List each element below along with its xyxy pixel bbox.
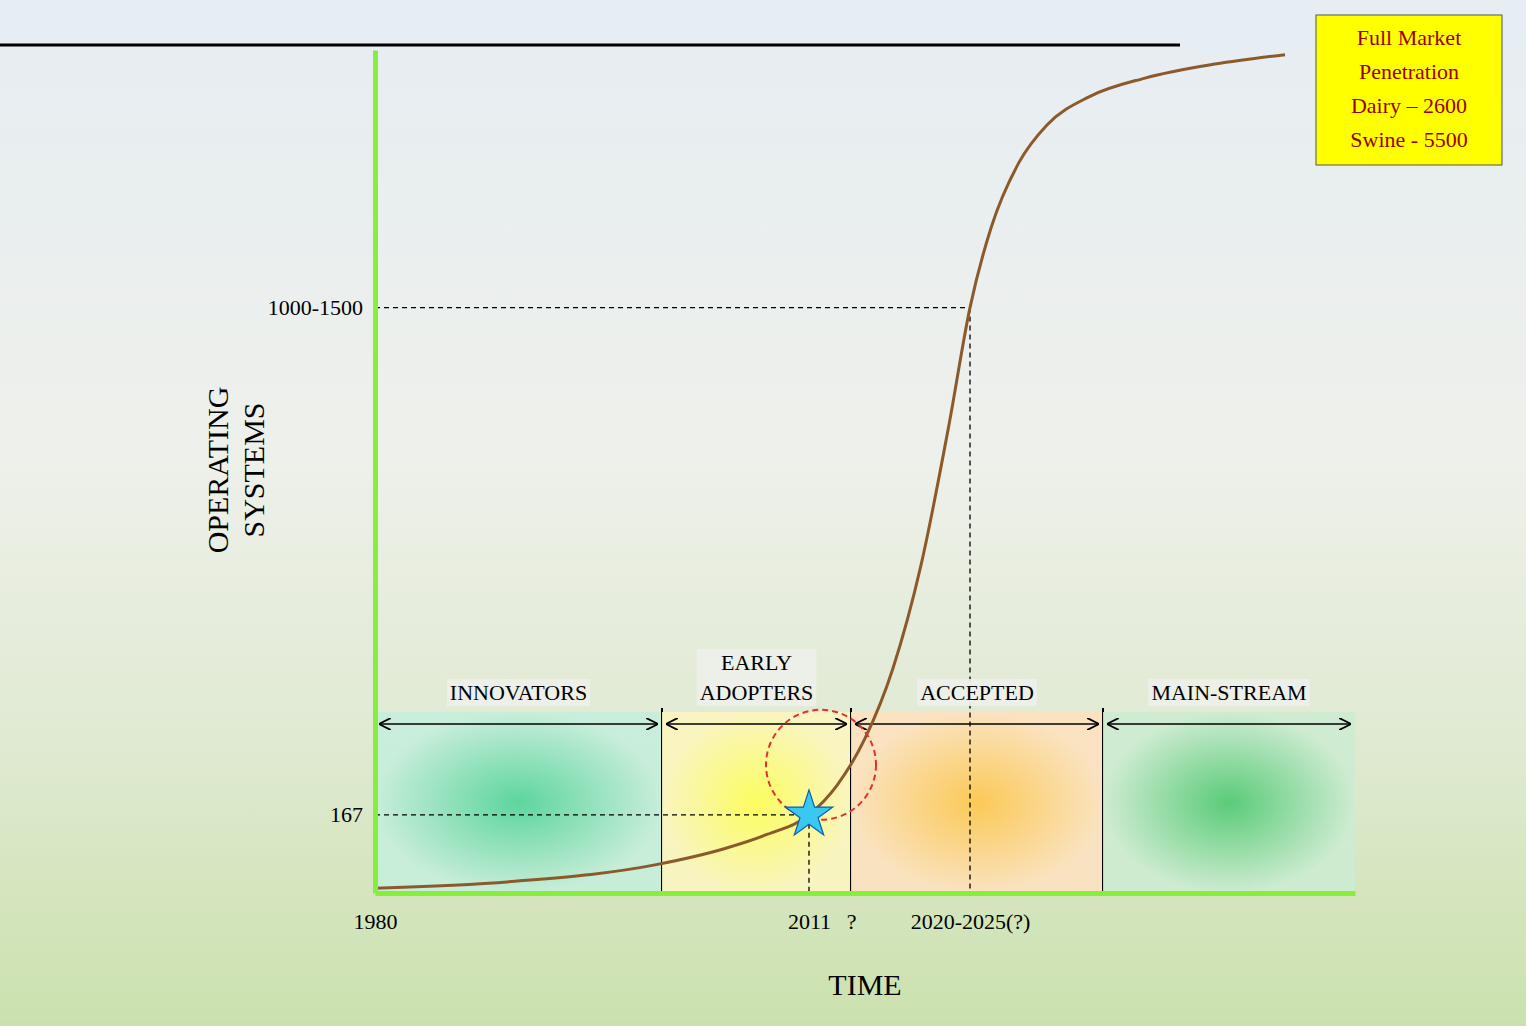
x-tick-label: 2011 <box>788 909 831 934</box>
phase-arrow <box>667 723 846 725</box>
phase-band <box>1103 712 1355 893</box>
adoption-curve <box>375 55 1285 889</box>
guide-vertical <box>969 308 970 893</box>
y-axis-line <box>373 51 378 894</box>
phase-labels: INNOVATORS EARLYADOPTERS ACCEPTED MAIN-STRE… <box>447 649 1310 706</box>
guides <box>375 308 970 893</box>
phase-label: EARLYADOPTERS <box>700 650 814 705</box>
annotation-text: Full MarketPenetration <box>1357 25 1462 84</box>
background <box>0 0 1526 1026</box>
phase-arrow <box>1108 723 1350 725</box>
current-point <box>785 790 832 835</box>
y-axis: 167 1000-1500 <box>268 51 376 894</box>
x-axis: 1980 2011? 2020-2025(?) <box>354 893 1356 934</box>
label-patch <box>447 679 590 706</box>
plot-area <box>375 55 1285 889</box>
phase-band <box>851 712 1103 893</box>
x-axis-title: TIME <box>828 968 901 1001</box>
y-axis-title: OPERATINGSYSTEMS <box>201 387 270 554</box>
annotation-frame <box>1316 15 1502 165</box>
header-rule <box>0 44 1180 47</box>
phase-arrow <box>856 723 1098 725</box>
marker-group <box>785 790 832 835</box>
phase-label: ACCEPTED <box>920 680 1034 705</box>
y-tick-label: 1000-1500 <box>268 295 363 320</box>
x-tick-label: 1980 <box>354 909 398 934</box>
label-patch <box>697 649 817 706</box>
label-patch <box>917 679 1037 706</box>
label-patch <box>1148 679 1309 706</box>
x-tick: ? <box>847 893 857 934</box>
y-tick: 167 <box>330 802 375 827</box>
phase-band <box>375 712 662 893</box>
guide-horizontal <box>375 307 970 308</box>
x-tick-label: ? <box>847 909 857 934</box>
guide-vertical <box>808 815 809 893</box>
y-tick: 1000-1500 <box>268 295 375 320</box>
x-tick: 2011 <box>788 893 831 934</box>
annotation-text: Dairy – 2600 <box>1351 93 1467 118</box>
phase-label: INNOVATORS <box>450 680 587 705</box>
highlight-circle <box>766 710 876 820</box>
x-axis-line <box>376 891 1356 896</box>
annotation-box: Full MarketPenetration Dairy – 2600 Swine … <box>1316 15 1502 165</box>
annotation-text: Swine - 5500 <box>1350 127 1467 152</box>
x-tick: 1980 <box>354 893 398 934</box>
x-tick-label: 2020-2025(?) <box>911 909 1031 934</box>
phase-arrow <box>380 723 657 725</box>
chart-canvas: 1980 2011? 2020-2025(?) 167 1000-1500 INNOVAT… <box>0 0 1526 1026</box>
phase-label: MAIN-STREAM <box>1151 680 1306 705</box>
guide-horizontal <box>375 814 809 815</box>
y-tick-label: 167 <box>330 802 363 827</box>
x-tick: 2020-2025(?) <box>911 893 1031 934</box>
